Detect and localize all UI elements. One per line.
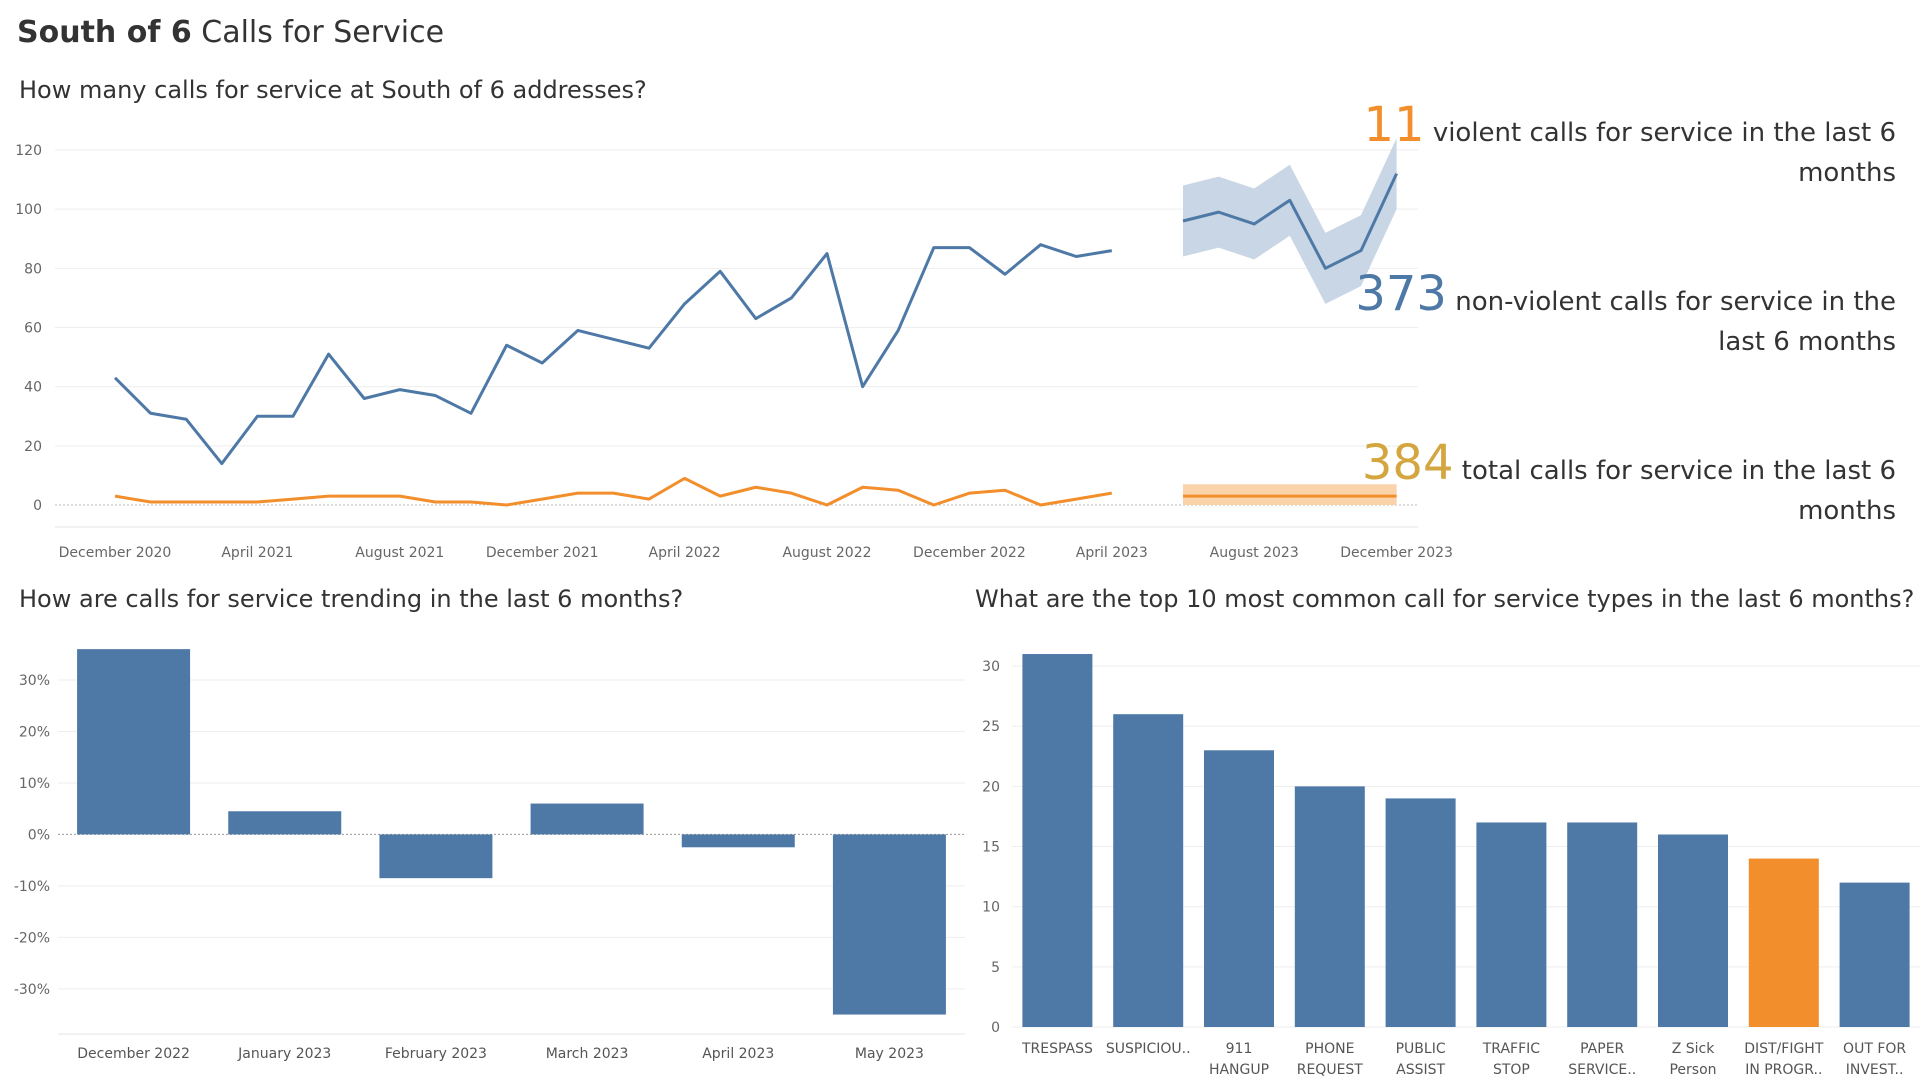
kpi-nonviolent-value: 373 [1355, 266, 1447, 322]
y-tick-label: 80 [24, 261, 42, 277]
x-category-label: January 2023 [237, 1046, 331, 1062]
dashboard-title: South of 6 Calls for Service [17, 15, 444, 50]
y-tick-label: -10% [14, 879, 50, 895]
x-category-label: April 2023 [702, 1046, 774, 1062]
forecast-band [1183, 138, 1397, 304]
trend-bar [77, 649, 191, 835]
x-tick-label: April 2023 [1076, 545, 1148, 561]
y-tick-label: 10% [19, 776, 50, 792]
y-tick-label: 60 [24, 321, 42, 337]
kpi-nonviolent: 373 non-violent calls for service in the… [1336, 270, 1896, 362]
x-category-label: SERVICE.. [1568, 1062, 1636, 1078]
x-category-label: REQUEST [1297, 1062, 1364, 1078]
line-chart: 0 20 40 60 80 100 120 December 2020 April 2021 Au… [15, 138, 1453, 561]
y-tick-label: 20% [19, 724, 50, 740]
x-tick-label: August 2021 [355, 545, 444, 561]
type-bar [1476, 822, 1547, 1027]
type-bar [1748, 858, 1819, 1027]
y-tick-label: 100 [15, 202, 42, 218]
x-category-label: March 2023 [546, 1046, 629, 1062]
title-bold: South of 6 [17, 15, 192, 50]
type-bar [1113, 714, 1184, 1027]
x-category-label: PHONE [1305, 1041, 1354, 1057]
non-violent-line [113, 243, 1113, 466]
non-violent-forecast-line [1182, 173, 1398, 270]
y-tick-label: -30% [14, 982, 50, 998]
x-tick-label: August 2022 [782, 545, 871, 561]
x-category-label: TRESPASS [1021, 1041, 1093, 1057]
kpi-total-value: 384 [1361, 435, 1454, 491]
x-category-label: ASSIST [1396, 1062, 1445, 1078]
trend-chart-title: How are calls for service trending in th… [19, 585, 684, 613]
type-bar [1294, 786, 1365, 1027]
x-category-label: Person [1669, 1062, 1716, 1078]
x-tick-label: December 2020 [59, 545, 172, 561]
types-chart-title: What are the top 10 most common call for… [975, 585, 1915, 613]
x-category-label: PAPER [1580, 1041, 1624, 1057]
y-tick-label: 20 [982, 779, 1000, 795]
trend-bar [530, 803, 644, 835]
x-category-label: February 2023 [385, 1046, 487, 1062]
x-category-label: INVEST.. [1846, 1062, 1904, 1078]
y-tick-label: 0% [28, 827, 50, 843]
y-tick-label: 20 [24, 439, 42, 455]
x-category-label: December 2022 [77, 1046, 190, 1062]
trend-bar [832, 834, 946, 1015]
y-tick-label: 10 [982, 900, 1000, 916]
x-category-label: STOP [1493, 1062, 1530, 1078]
violent-line [114, 476, 1113, 507]
type-bar [1385, 798, 1456, 1027]
kpi-violent-value: 11 [1363, 97, 1425, 153]
trend-bar [379, 834, 493, 879]
x-tick-label: December 2022 [913, 545, 1026, 561]
x-category-label: SUSPICIOU.. [1106, 1041, 1191, 1057]
y-tick-label: 15 [982, 840, 1000, 856]
trend-chart: 30% 20% 10% 0% -10% -20% -30% December 2022 Janu… [14, 649, 965, 1062]
y-tick-label: 40 [24, 380, 42, 396]
type-bar [1658, 834, 1728, 1027]
x-category-label: IN PROGR.. [1745, 1062, 1822, 1078]
types-chart: 0 5 10 15 20 25 30 TRESPASS SUSPICIOU.. 911 HANGUP… [982, 654, 1920, 1078]
type-bar [1204, 750, 1274, 1027]
y-tick-label: 30% [19, 673, 50, 689]
x-tick-label: April 2021 [221, 545, 293, 561]
type-bar [1022, 654, 1093, 1027]
x-category-label: HANGUP [1209, 1062, 1269, 1078]
x-tick-label: December 2023 [1340, 545, 1453, 561]
y-tick-label: 120 [15, 143, 42, 159]
type-bar [1839, 882, 1910, 1027]
y-tick-label: 0 [991, 1020, 1000, 1036]
x-category-label: May 2023 [855, 1046, 924, 1062]
x-category-label: TRAFFIC [1482, 1041, 1541, 1057]
y-tick-label: -20% [14, 930, 50, 946]
kpi-total-text: total calls for service in the last 6 mo… [1461, 456, 1896, 526]
kpi-violent: 11 violent calls for service in the last… [1336, 101, 1896, 193]
x-category-label: DIST/FIGHT [1744, 1041, 1824, 1057]
title-rest: Calls for Service [201, 15, 445, 50]
x-category-label: PUBLIC [1396, 1041, 1446, 1057]
x-category-label: Z Sick [1672, 1041, 1716, 1057]
type-bar [1567, 822, 1638, 1027]
y-tick-label: 5 [991, 960, 1000, 976]
kpi-total: 384 total calls for service in the last … [1336, 439, 1896, 531]
kpi-violent-text: violent calls for service in the last 6 … [1432, 118, 1896, 188]
x-tick-label: August 2023 [1210, 545, 1299, 561]
x-category-label: OUT FOR [1843, 1041, 1906, 1057]
y-tick-label: 30 [982, 659, 1000, 675]
line-chart-title: How many calls for service at South of 6… [19, 76, 647, 104]
y-tick-label: 0 [33, 498, 42, 514]
trend-bar [681, 834, 795, 848]
x-tick-label: April 2022 [649, 545, 721, 561]
y-tick-label: 25 [982, 719, 1000, 735]
x-tick-label: December 2021 [486, 545, 599, 561]
x-category-label: 911 [1226, 1041, 1253, 1057]
trend-bar [228, 811, 342, 835]
kpi-nonviolent-text: non-violent calls for service in the las… [1455, 287, 1896, 357]
